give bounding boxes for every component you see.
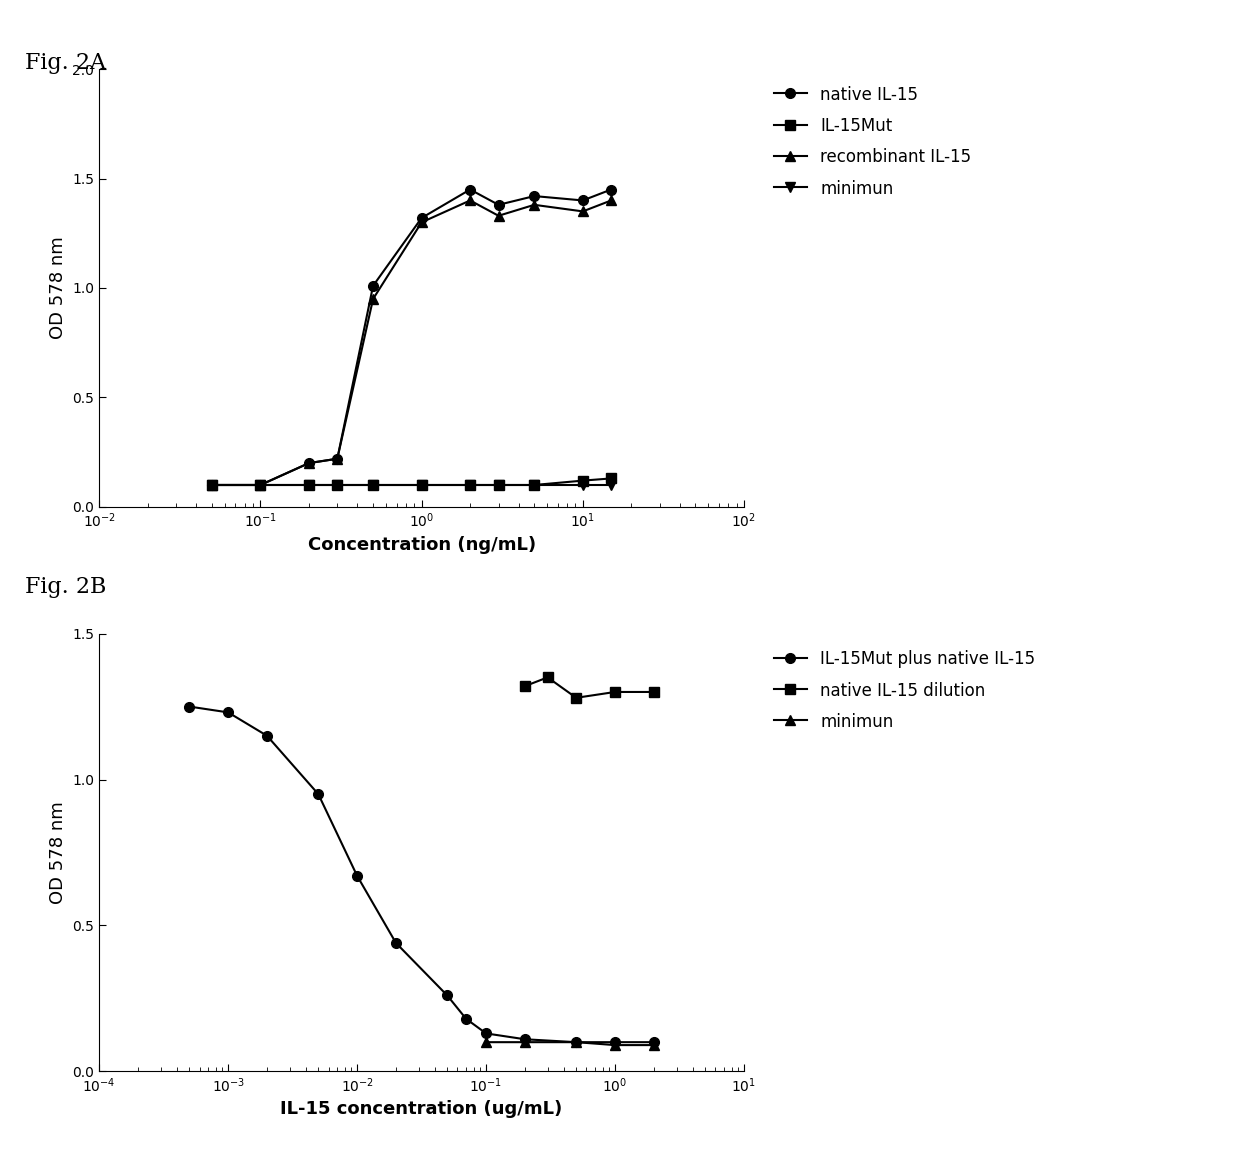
minimun — [414, 478, 429, 492]
native IL-15 dilution — [541, 670, 556, 684]
recombinant IL-15 — [463, 194, 477, 207]
native IL-15 — [527, 189, 542, 203]
IL-15Mut plus native IL-15 — [440, 988, 455, 1002]
IL-15Mut plus native IL-15 — [608, 1036, 622, 1049]
IL-15Mut plus native IL-15 — [311, 787, 326, 801]
Line: native IL-15: native IL-15 — [207, 184, 616, 490]
native IL-15 dilution — [569, 691, 584, 705]
minimun — [646, 1038, 661, 1052]
minimun — [301, 478, 316, 492]
minimun — [479, 1036, 494, 1049]
X-axis label: Concentration (ng/mL): Concentration (ng/mL) — [308, 536, 536, 554]
IL-15Mut — [527, 478, 542, 492]
IL-15Mut plus native IL-15 — [350, 869, 365, 882]
IL-15Mut — [205, 478, 219, 492]
Line: minimun: minimun — [481, 1037, 658, 1049]
IL-15Mut plus native IL-15 — [182, 699, 197, 713]
IL-15Mut plus native IL-15 — [646, 1036, 661, 1049]
native IL-15 — [414, 211, 429, 225]
IL-15Mut — [604, 471, 619, 485]
recombinant IL-15 — [575, 204, 590, 218]
minimun — [330, 478, 345, 492]
minimun — [463, 478, 477, 492]
X-axis label: IL-15 concentration (ug/mL): IL-15 concentration (ug/mL) — [280, 1100, 563, 1119]
recombinant IL-15 — [366, 291, 381, 305]
native IL-15 dilution — [646, 685, 661, 699]
minimun — [575, 478, 590, 492]
IL-15Mut plus native IL-15 — [388, 937, 403, 950]
recombinant IL-15 — [253, 478, 268, 492]
native IL-15 — [366, 279, 381, 293]
Line: minimun: minimun — [207, 480, 616, 490]
Text: Fig. 2B: Fig. 2B — [25, 576, 107, 598]
minimun — [569, 1036, 584, 1049]
Line: IL-15Mut plus native IL-15: IL-15Mut plus native IL-15 — [185, 702, 658, 1047]
recombinant IL-15 — [414, 215, 429, 229]
minimun — [205, 478, 219, 492]
Legend: native IL-15, IL-15Mut, recombinant IL-15, minimun: native IL-15, IL-15Mut, recombinant IL-1… — [765, 77, 980, 206]
Text: Fig. 2A: Fig. 2A — [25, 52, 105, 74]
IL-15Mut — [253, 478, 268, 492]
IL-15Mut — [491, 478, 506, 492]
IL-15Mut plus native IL-15 — [569, 1036, 584, 1049]
native IL-15 — [604, 182, 619, 196]
native IL-15 — [491, 198, 506, 212]
IL-15Mut — [414, 478, 429, 492]
recombinant IL-15 — [301, 456, 316, 470]
IL-15Mut — [330, 478, 345, 492]
recombinant IL-15 — [205, 478, 219, 492]
minimun — [491, 478, 506, 492]
recombinant IL-15 — [604, 194, 619, 207]
IL-15Mut plus native IL-15 — [221, 705, 236, 719]
native IL-15 dilution — [517, 680, 532, 694]
native IL-15 — [205, 478, 219, 492]
native IL-15 — [575, 194, 590, 207]
IL-15Mut plus native IL-15 — [459, 1011, 474, 1025]
IL-15Mut — [463, 478, 477, 492]
Y-axis label: OD 578 nm: OD 578 nm — [48, 236, 67, 340]
native IL-15 — [253, 478, 268, 492]
IL-15Mut plus native IL-15 — [259, 729, 274, 743]
minimun — [527, 478, 542, 492]
native IL-15 — [301, 456, 316, 470]
minimun — [517, 1036, 532, 1049]
native IL-15 — [330, 452, 345, 465]
Legend: IL-15Mut plus native IL-15, native IL-15 dilution, minimun: IL-15Mut plus native IL-15, native IL-15… — [765, 642, 1044, 740]
native IL-15 dilution — [608, 685, 622, 699]
IL-15Mut plus native IL-15 — [479, 1026, 494, 1040]
Line: native IL-15 dilution: native IL-15 dilution — [520, 673, 658, 703]
recombinant IL-15 — [491, 209, 506, 222]
IL-15Mut plus native IL-15 — [517, 1032, 532, 1046]
native IL-15 — [463, 182, 477, 196]
minimun — [608, 1038, 622, 1052]
minimun — [604, 478, 619, 492]
recombinant IL-15 — [527, 198, 542, 212]
IL-15Mut — [301, 478, 316, 492]
Line: IL-15Mut: IL-15Mut — [207, 473, 616, 490]
IL-15Mut — [575, 473, 590, 487]
minimun — [366, 478, 381, 492]
IL-15Mut — [366, 478, 381, 492]
Y-axis label: OD 578 nm: OD 578 nm — [48, 801, 67, 904]
recombinant IL-15 — [330, 452, 345, 465]
minimun — [253, 478, 268, 492]
Line: recombinant IL-15: recombinant IL-15 — [207, 196, 616, 490]
